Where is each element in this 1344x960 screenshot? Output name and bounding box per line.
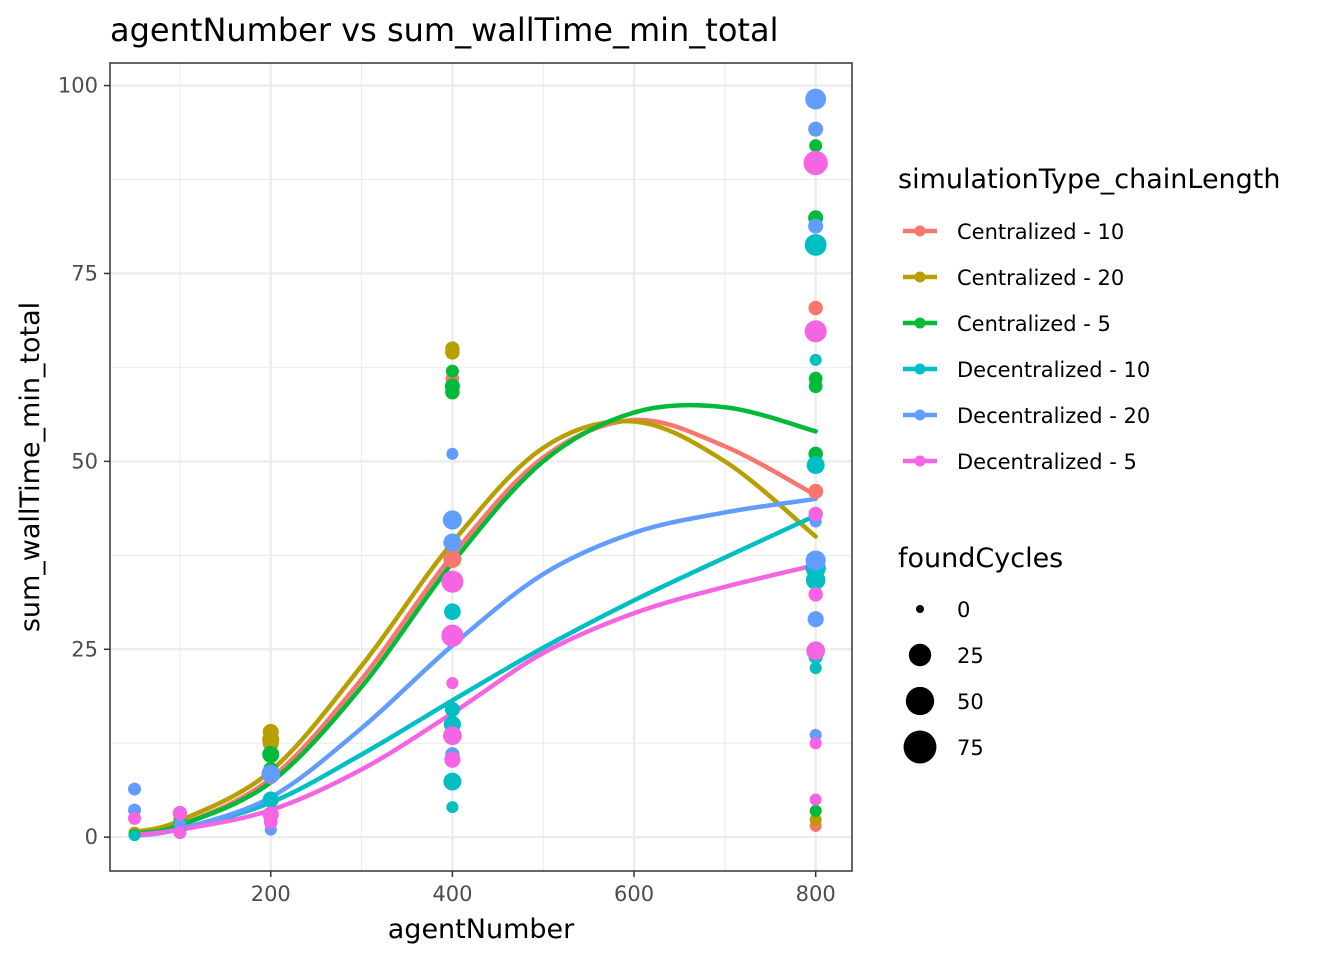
data-point	[446, 447, 459, 460]
data-point	[803, 150, 828, 176]
data-point	[809, 737, 822, 750]
y-tick-label: 25	[71, 637, 98, 661]
data-points	[128, 88, 828, 842]
axis-ticks: 200 400 600 800 0 25 50 75 100	[58, 74, 836, 906]
legend-key-point	[914, 455, 926, 467]
smooth-line	[132, 513, 818, 838]
color-legend-items: Centralized - 10 Centralized - 20 Centrali…	[903, 220, 1150, 474]
size-legend-title: foundCycles	[898, 543, 1063, 574]
size-legend-key	[916, 605, 924, 613]
legend-label: Decentralized - 10	[957, 358, 1150, 382]
data-point	[128, 811, 142, 825]
data-point	[443, 533, 462, 552]
data-point	[809, 353, 822, 366]
legend-label: Centralized - 5	[957, 312, 1111, 336]
data-point	[443, 772, 462, 791]
data-point	[173, 817, 186, 830]
data-point	[262, 791, 279, 808]
y-tick-label: 50	[71, 449, 98, 473]
legend-key-point	[914, 409, 926, 421]
data-point	[442, 510, 462, 530]
data-point	[808, 300, 823, 316]
y-axis-title: sum_wallTime_min_total	[15, 302, 46, 632]
data-point	[809, 662, 822, 675]
size-legend-label: 75	[957, 736, 984, 760]
data-point	[444, 701, 460, 717]
x-axis-title: agentNumber	[388, 914, 575, 945]
size-legend-label: 25	[957, 644, 984, 668]
data-point	[441, 570, 464, 593]
data-point	[172, 805, 188, 821]
data-point	[128, 782, 142, 796]
data-point	[805, 570, 826, 590]
size-legend-key	[908, 643, 932, 667]
data-point	[443, 550, 462, 569]
data-point	[806, 641, 826, 661]
data-point	[444, 603, 461, 621]
grid	[110, 63, 852, 871]
size-legend-key	[903, 730, 937, 764]
data-point	[805, 88, 827, 110]
legend-key-point	[914, 271, 926, 283]
plot-panel-border	[109, 62, 853, 872]
size-legend-items: 0 25 50 75	[903, 598, 984, 764]
data-point	[808, 587, 823, 602]
data-point	[808, 506, 823, 522]
legend-key-point	[914, 225, 926, 237]
color-legend-title: simulationType_chainLength	[898, 164, 1281, 195]
data-point	[261, 764, 281, 784]
data-point	[808, 483, 824, 499]
data-point	[808, 218, 824, 234]
data-point	[444, 751, 461, 768]
data-point	[809, 793, 822, 806]
data-point	[805, 550, 826, 571]
data-point	[173, 826, 187, 840]
size-legend-label: 0	[957, 598, 970, 622]
data-point	[441, 624, 464, 647]
x-tick-label: 800	[796, 882, 836, 906]
data-point	[262, 745, 280, 764]
data-point	[808, 121, 824, 137]
data-point	[809, 813, 822, 826]
smooth-line	[132, 402, 818, 836]
data-point	[809, 804, 822, 817]
data-point	[806, 456, 825, 475]
legend-key-point	[914, 317, 926, 329]
size-legend-key	[905, 686, 935, 716]
x-tick-label: 600	[614, 882, 654, 906]
data-point	[808, 379, 823, 394]
legend: simulationType_chainLength Centralized -…	[898, 164, 1281, 764]
data-point	[445, 345, 460, 360]
data-point	[809, 139, 823, 153]
data-point	[445, 364, 459, 378]
data-point	[446, 677, 459, 690]
x-tick-label: 400	[432, 882, 472, 906]
y-tick-label: 0	[85, 825, 98, 849]
data-point	[807, 611, 824, 628]
data-point	[804, 233, 827, 256]
data-point	[263, 815, 278, 830]
data-point	[443, 726, 462, 746]
data-point	[129, 830, 140, 842]
legend-label: Centralized - 20	[957, 266, 1124, 290]
legend-label: Decentralized - 20	[957, 404, 1150, 428]
data-point	[445, 384, 460, 400]
legend-key-point	[914, 363, 926, 375]
y-tick-label: 100	[58, 74, 98, 98]
y-tick-label: 75	[71, 261, 98, 285]
chart-title: agentNumber vs sum_wallTime_min_total	[110, 11, 778, 49]
x-tick-label: 200	[251, 882, 291, 906]
legend-label: Centralized - 10	[957, 220, 1124, 244]
smooth-line	[132, 496, 818, 838]
data-point	[809, 728, 822, 741]
data-point	[804, 320, 827, 343]
size-legend-label: 50	[957, 690, 984, 714]
legend-label: Decentralized - 5	[957, 450, 1137, 474]
data-point	[446, 801, 459, 814]
smooth-lines	[132, 402, 818, 838]
